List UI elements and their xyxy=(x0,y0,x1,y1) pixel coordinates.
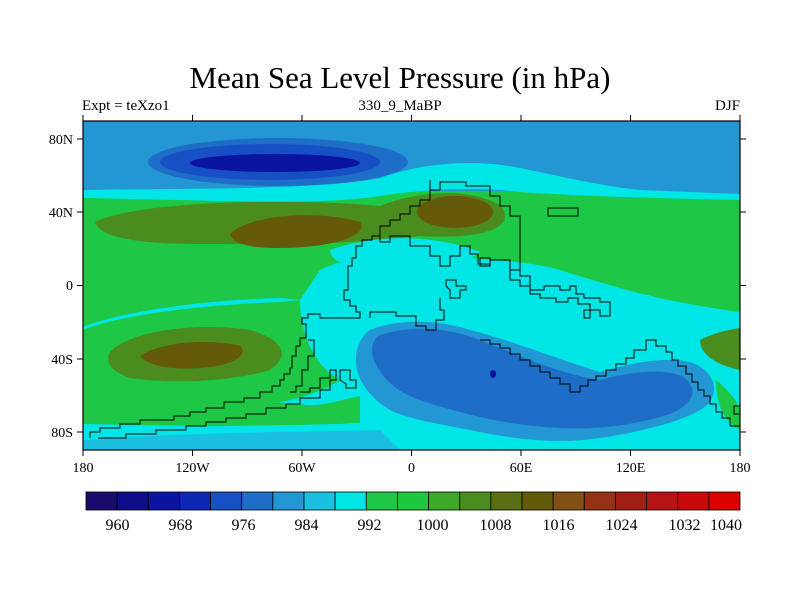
x-tick-label: 120W xyxy=(175,461,210,476)
south-high-core xyxy=(140,341,243,369)
south-low-inner xyxy=(372,328,693,429)
laurasia-coast-a xyxy=(379,190,431,236)
colorbar xyxy=(85,491,741,511)
colorbar-label: 1024 xyxy=(606,517,638,534)
south-coast-a xyxy=(98,369,337,439)
colorbar-swatch xyxy=(334,491,367,511)
east-edge-coast xyxy=(733,405,740,415)
x-tick-label: 120E xyxy=(616,461,646,476)
colorbar-swatch xyxy=(210,491,243,511)
experiment-label: Expt = teXzo1 xyxy=(82,98,170,114)
island-b xyxy=(479,257,491,267)
south-polar-west xyxy=(83,430,400,450)
colorbar-swatch xyxy=(521,491,554,511)
colorbar-swatch xyxy=(490,491,523,511)
colorbar-label: 1040 xyxy=(710,517,742,534)
x-axis-labels: 180 120W 60W 0 60E 120E 180 xyxy=(73,461,751,476)
equatorial-bulge xyxy=(330,238,480,271)
period-label: 330_9_MaBP xyxy=(358,98,442,114)
colorbar-swatch xyxy=(615,491,647,511)
tick-marks xyxy=(77,115,746,456)
colorbar-label: 1032 xyxy=(669,517,701,534)
season-label: DJF xyxy=(714,98,740,114)
arctic-low-core xyxy=(190,154,360,172)
x-tick-label: 180 xyxy=(73,461,94,476)
colorbar-label: 992 xyxy=(358,517,382,534)
colorbar-label: 960 xyxy=(106,517,130,534)
x-tick-label: 60E xyxy=(510,461,533,476)
colorbar-swatch xyxy=(397,491,429,511)
asia-high xyxy=(417,196,493,228)
x-tick-label: 180 xyxy=(730,461,751,476)
colorbar-labels: 960 968 976 984 992 1000 1008 1016 1024 … xyxy=(106,517,743,534)
island-d xyxy=(547,207,579,217)
australia-coast-b xyxy=(480,339,640,393)
colorbar-swatch xyxy=(708,491,741,511)
south-green-east xyxy=(716,380,740,430)
equatorial-coast xyxy=(369,298,445,331)
colorbar-swatch xyxy=(552,491,585,511)
colorbar-swatch xyxy=(179,491,211,511)
y-tick-label: 40S xyxy=(51,353,73,368)
colorbar-label: 1008 xyxy=(480,517,512,534)
south-high-east xyxy=(700,328,740,370)
colorbar-swatch xyxy=(583,491,616,511)
north-high-core xyxy=(230,215,362,248)
cimmeria-coast xyxy=(509,269,611,317)
island-a xyxy=(445,279,467,299)
x-tick-label: 60W xyxy=(288,461,316,476)
colorbar-label: 1016 xyxy=(543,517,575,534)
colorbar-label: 984 xyxy=(295,517,319,534)
y-axis-labels: 80N 40N 0 40S 80S xyxy=(49,133,73,441)
colorbar-label: 1000 xyxy=(417,517,449,534)
colorbar-swatch xyxy=(116,491,149,511)
colorbar-swatch xyxy=(646,491,679,511)
island-e xyxy=(339,369,357,389)
y-tick-label: 0 xyxy=(66,279,73,294)
pressure-field xyxy=(83,121,740,450)
colorbar-swatch xyxy=(428,491,461,511)
colorbar-label: 976 xyxy=(232,517,256,534)
y-tick-label: 80S xyxy=(51,426,73,441)
south-low-core xyxy=(490,370,496,378)
coastlines xyxy=(89,180,740,439)
australia-coast-a xyxy=(640,339,740,427)
colorbar-swatch xyxy=(459,491,492,511)
y-tick-label: 80N xyxy=(49,133,73,148)
colorbar-swatch xyxy=(147,491,180,511)
colorbar-swatch xyxy=(365,491,398,511)
south-coast-b xyxy=(290,339,315,393)
map-title: Mean Sea Level Pressure (in hPa) xyxy=(189,60,611,95)
colorbar-swatch xyxy=(272,491,305,511)
colorbar-swatch xyxy=(85,491,118,511)
colorbar-label: 968 xyxy=(169,517,193,534)
x-tick-label: 0 xyxy=(408,461,415,476)
west-gondwana-coast xyxy=(89,180,521,438)
colorbar-swatch xyxy=(677,491,710,511)
y-tick-label: 40N xyxy=(49,206,73,221)
island-c xyxy=(583,309,591,319)
colorbar-swatch xyxy=(241,491,274,511)
colorbar-swatch xyxy=(303,491,336,511)
north-cyan-strip xyxy=(83,163,740,202)
